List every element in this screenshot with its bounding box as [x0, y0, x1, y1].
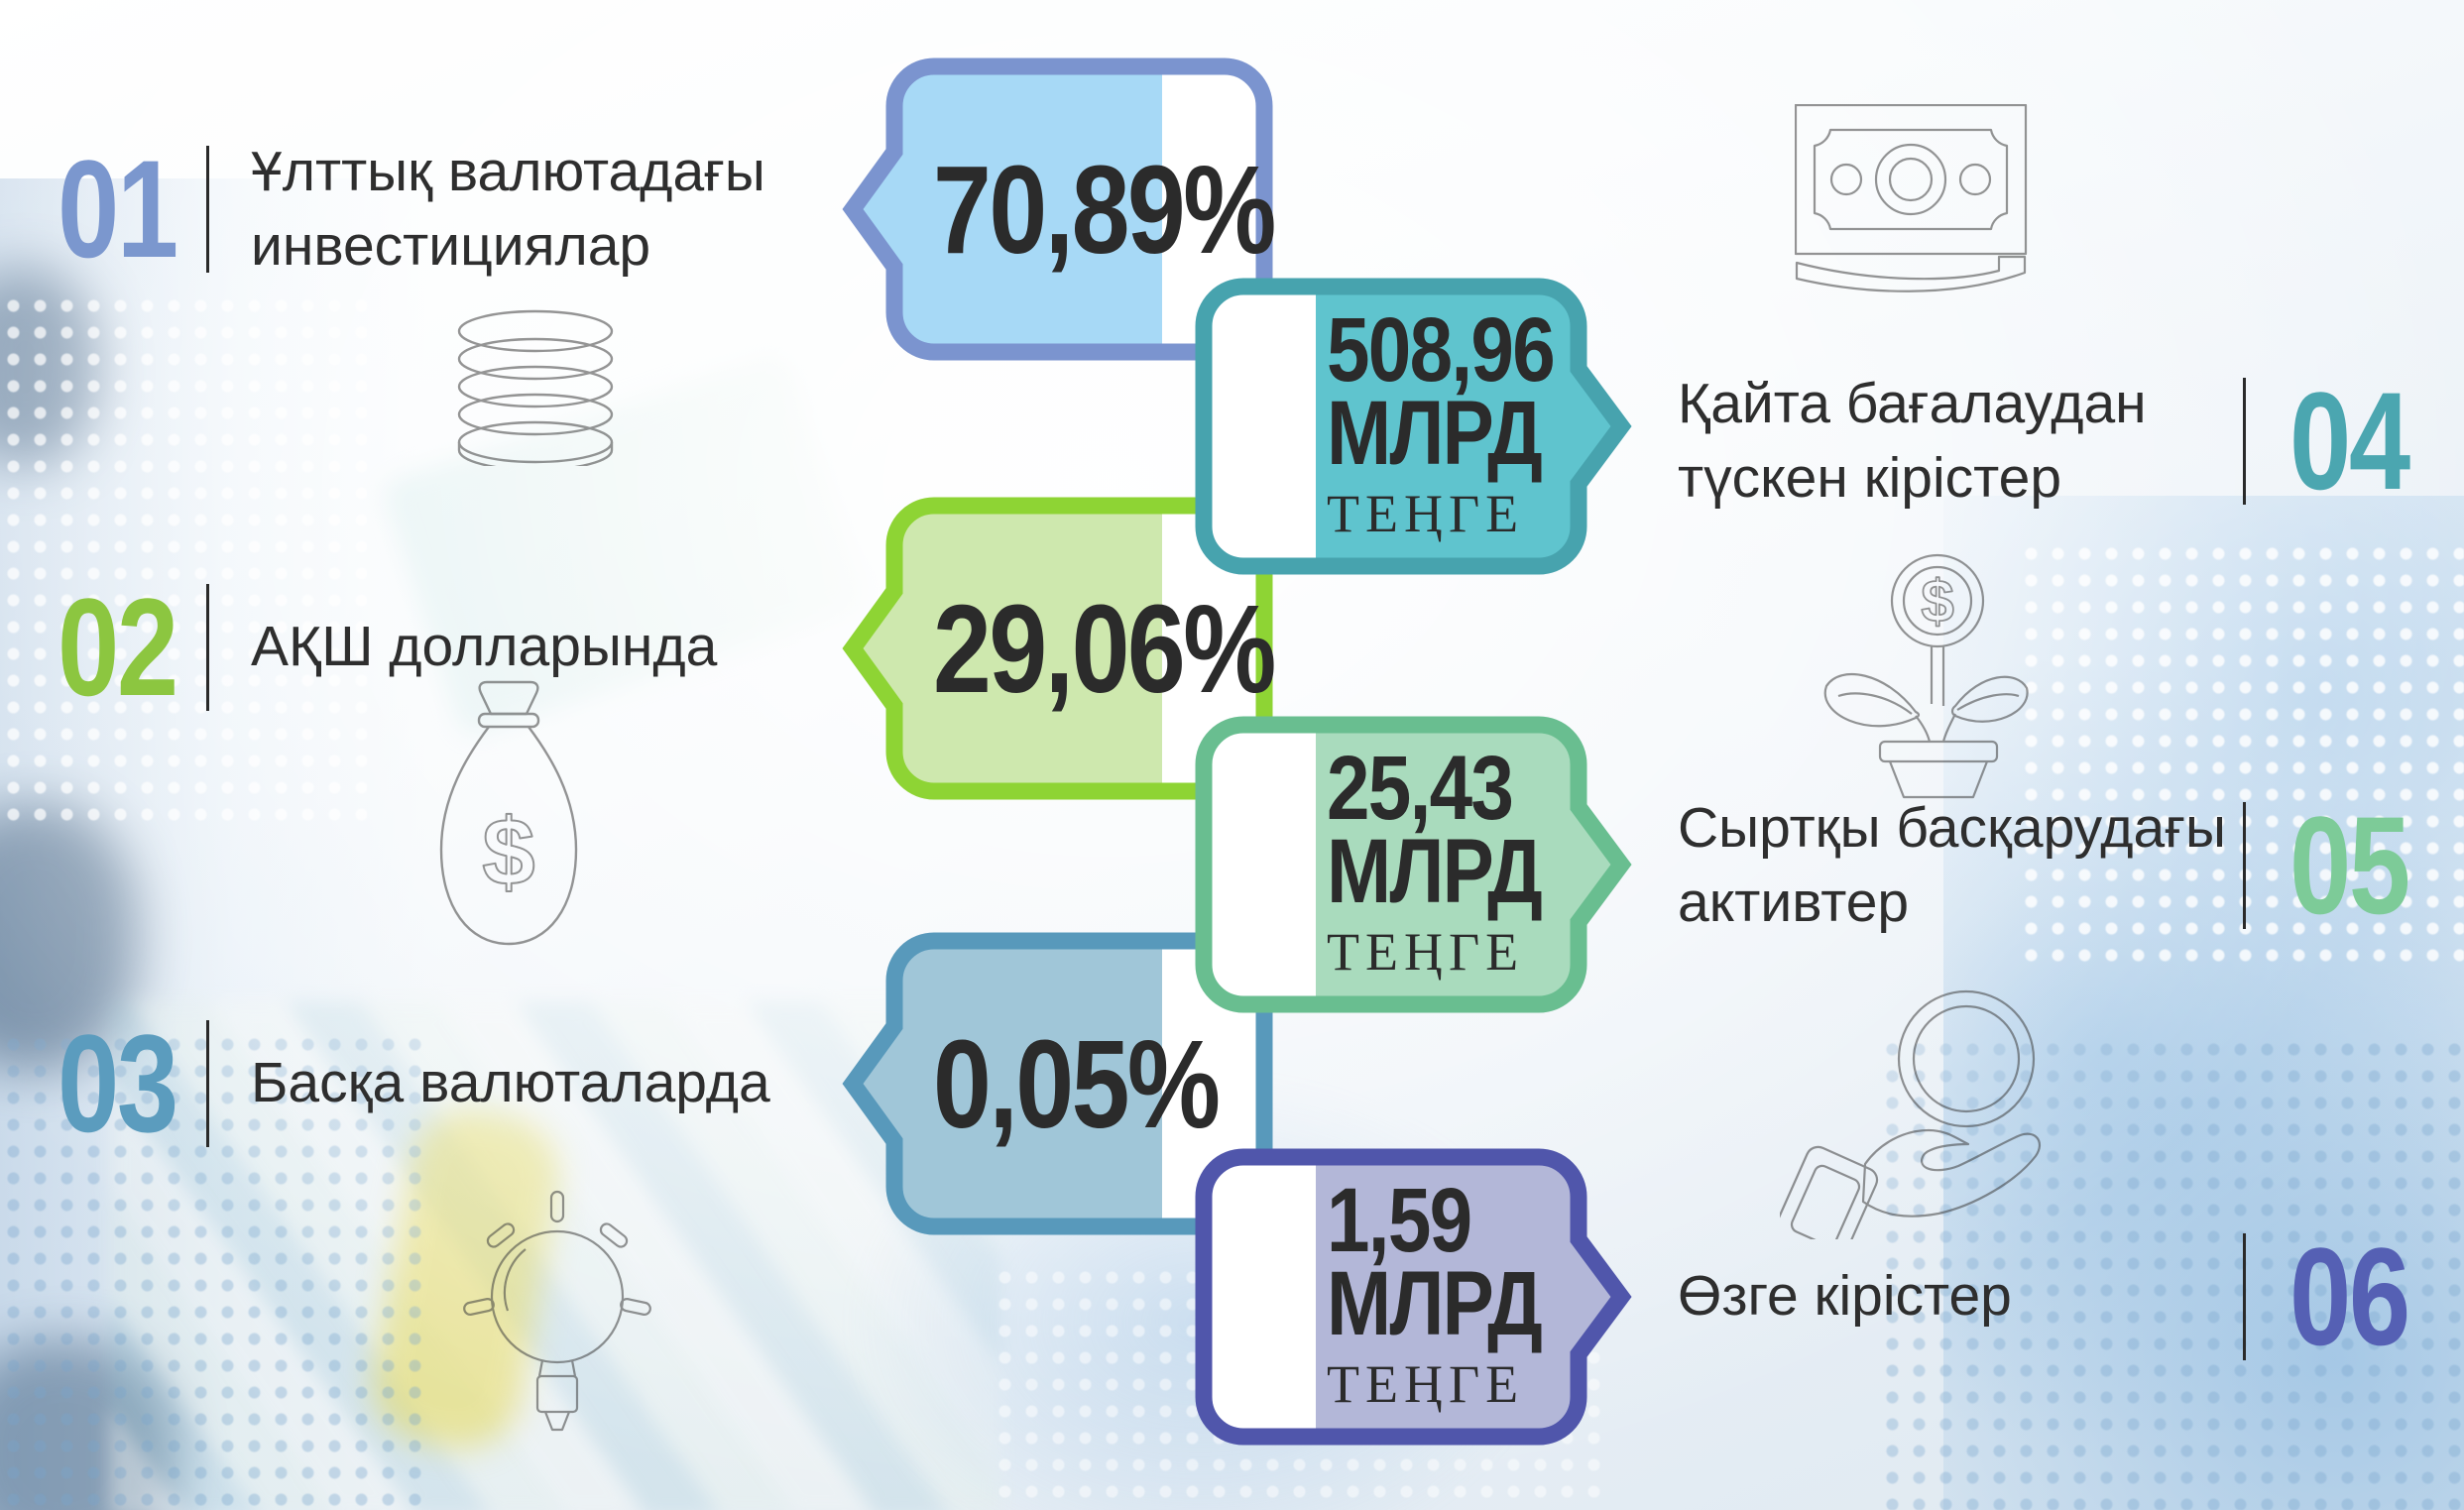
- percent-fill-area: [853, 66, 1162, 352]
- item-label: Ұлттық валютадағы инвестициялар: [251, 135, 765, 284]
- amount-value-wrap: 25,43 МЛРД ТЕҢГЕ: [1327, 716, 1604, 1013]
- list-item-01: 01 Ұлттық валютадағы инвестициялар: [58, 117, 765, 300]
- item-number: 06: [2289, 1218, 2410, 1374]
- amount-border: [1195, 278, 1632, 575]
- list-item-05: Сыртқы басқарудағы активтер 05: [1678, 773, 2448, 957]
- amount-currency: ТЕҢГЕ: [1327, 922, 1525, 982]
- item-label: Қайта бағалаудан түскен кірістер: [1678, 367, 2243, 516]
- item-label-line: Қайта бағалаудан: [1678, 371, 2147, 435]
- amount-unit: МЛРД: [1327, 383, 1543, 484]
- item-label: АҚШ долларында: [251, 610, 717, 684]
- amount-currency: ТЕҢГЕ: [1327, 1354, 1525, 1414]
- list-item-04: Қайта бағалаудан түскен кірістер 04: [1678, 349, 2448, 532]
- list-item-03: 03 Басқа валюталарда: [58, 991, 770, 1175]
- divider: [206, 1019, 209, 1147]
- amount-callout-1: [1195, 278, 1632, 575]
- dollar-glyph: $: [482, 799, 534, 905]
- money-bag-icon: $: [439, 680, 578, 946]
- item-label-line: Басқа валюталарда: [251, 1051, 770, 1114]
- amount-border: [1195, 716, 1632, 1013]
- percent-fill-area: [853, 506, 1162, 791]
- item-label-line: Ұлттық валютадағы: [251, 139, 765, 203]
- percent-value: 70,89%: [933, 139, 1276, 280]
- percent-value-wrap: 70,89%: [887, 58, 1320, 361]
- list-item-06: Өзге кірістер 06: [1678, 1205, 2448, 1388]
- amount-callout-3: [1195, 1148, 1632, 1446]
- item-number: 04: [2289, 362, 2410, 519]
- item-label-line: Өзге кірістер: [1678, 1264, 2012, 1328]
- amount-value: 1,59: [1327, 1170, 1472, 1271]
- item-number: 05: [2289, 786, 2410, 943]
- item-label-line: АҚШ долларында: [251, 615, 718, 678]
- percent-fill-area: [853, 941, 1162, 1226]
- dollar-glyph: $: [1921, 568, 1953, 635]
- banknote-icon: [1795, 104, 2028, 292]
- percent-callout-1: [842, 58, 1273, 361]
- item-number: 01: [58, 130, 178, 287]
- money-plant-icon: $: [1823, 553, 2029, 799]
- divider: [2243, 377, 2246, 505]
- divider: [2243, 1232, 2246, 1360]
- percent-value: 29,06%: [933, 578, 1276, 719]
- coin-stack-icon: [457, 309, 614, 466]
- list-item-02: 02 АҚШ долларында: [58, 555, 717, 739]
- amount-value-wrap: 508,96 МЛРД ТЕҢГЕ: [1327, 278, 1604, 575]
- amount-value: 25,43: [1327, 738, 1514, 839]
- amount-callout-2: [1195, 716, 1632, 1013]
- item-number: 02: [58, 568, 178, 725]
- amount-value-wrap: 1,59 МЛРД ТЕҢГЕ: [1327, 1148, 1604, 1446]
- item-label-line: түскен кірістер: [1678, 445, 2062, 510]
- amount-unit: МЛРД: [1327, 821, 1543, 922]
- percent-border: [842, 58, 1273, 361]
- item-label: Өзге кірістер: [1678, 1259, 2243, 1334]
- lightbulb-icon: [463, 1190, 651, 1432]
- item-label: Басқа валюталарда: [251, 1046, 770, 1120]
- item-label-line: инвестициялар: [251, 213, 651, 278]
- item-label-line: активтер: [1678, 870, 1910, 934]
- percent-callout-2: [842, 497, 1273, 800]
- hand-coin-icon: [1780, 989, 2042, 1239]
- percent-callout-3: [842, 932, 1273, 1235]
- percent-value-wrap: 29,06%: [887, 497, 1320, 800]
- percent-value: 0,05%: [933, 1013, 1221, 1154]
- item-number: 03: [58, 1004, 178, 1161]
- item-label: Сыртқы басқарудағы активтер: [1678, 791, 2243, 940]
- amount-currency: ТЕҢГЕ: [1327, 484, 1525, 543]
- divider: [206, 583, 209, 711]
- divider: [206, 145, 209, 273]
- item-label-line: Сыртқы басқарудағы: [1678, 795, 2226, 860]
- divider: [2243, 801, 2246, 929]
- percent-value-wrap: 0,05%: [887, 932, 1320, 1235]
- amount-border: [1195, 1148, 1632, 1446]
- amount-value: 508,96: [1327, 299, 1556, 401]
- amount-unit: МЛРД: [1327, 1253, 1543, 1354]
